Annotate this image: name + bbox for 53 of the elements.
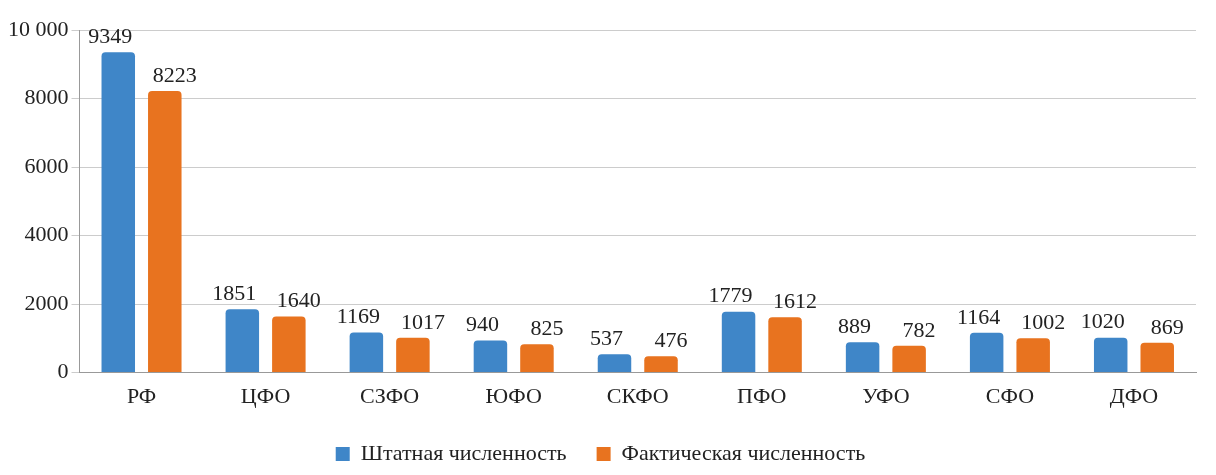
bar (969, 332, 1004, 373)
data-label: 1779 (708, 282, 753, 308)
bar (272, 316, 306, 373)
data-label: 940 (465, 311, 499, 337)
data-label: 825 (530, 315, 564, 341)
bar (1140, 342, 1174, 373)
data-label: 1017 (400, 308, 445, 334)
bar (349, 332, 384, 373)
y-tick-label: 4000 (24, 221, 69, 247)
data-label: 1002 (1021, 309, 1066, 335)
y-tick-label: 8000 (24, 84, 69, 110)
data-label: 476 (654, 327, 688, 353)
x-tick-label: ЦФО (240, 382, 291, 408)
x-tick-label: УФО (862, 382, 910, 408)
x-tick-label: ПФО (737, 382, 787, 408)
x-tick-label: ЮФО (485, 382, 542, 408)
data-label: 9349 (88, 23, 133, 49)
data-label: 1169 (336, 303, 380, 329)
bar (148, 90, 182, 373)
bar (520, 344, 554, 373)
data-label: 1851 (212, 279, 257, 305)
data-label: 537 (589, 324, 623, 350)
bar (845, 342, 880, 373)
bar (721, 311, 756, 373)
bar (644, 356, 678, 373)
bar (1093, 337, 1128, 373)
data-label: 1640 (276, 287, 321, 313)
bar (225, 309, 260, 373)
legend-label: Штатная численность (360, 439, 567, 465)
x-tick-label: СФО (985, 382, 1035, 408)
bar (768, 317, 802, 373)
legend-label: Фактическая численность (621, 439, 866, 465)
data-label: 8223 (152, 61, 197, 87)
y-tick-label: 6000 (24, 152, 69, 178)
x-tick-label: СЗФО (360, 382, 420, 408)
bar (597, 354, 632, 373)
data-label: 1164 (957, 303, 1001, 329)
data-label: 1020 (1080, 308, 1125, 334)
bar (892, 345, 926, 373)
bar (396, 337, 430, 373)
data-label: 782 (902, 316, 936, 342)
y-tick-label: 10 000 (8, 15, 69, 41)
bar (1016, 338, 1050, 373)
x-tick-label: СКФО (606, 382, 669, 408)
data-label: 889 (838, 312, 872, 338)
data-label: 1612 (773, 288, 818, 314)
bar (473, 340, 508, 373)
y-tick-label: 0 (57, 358, 69, 384)
data-label: 869 (1150, 313, 1184, 339)
x-tick-label: ДФО (1109, 382, 1159, 408)
y-tick-label: 2000 (24, 289, 69, 315)
x-tick-label: РФ (126, 382, 157, 408)
bar (101, 52, 136, 373)
